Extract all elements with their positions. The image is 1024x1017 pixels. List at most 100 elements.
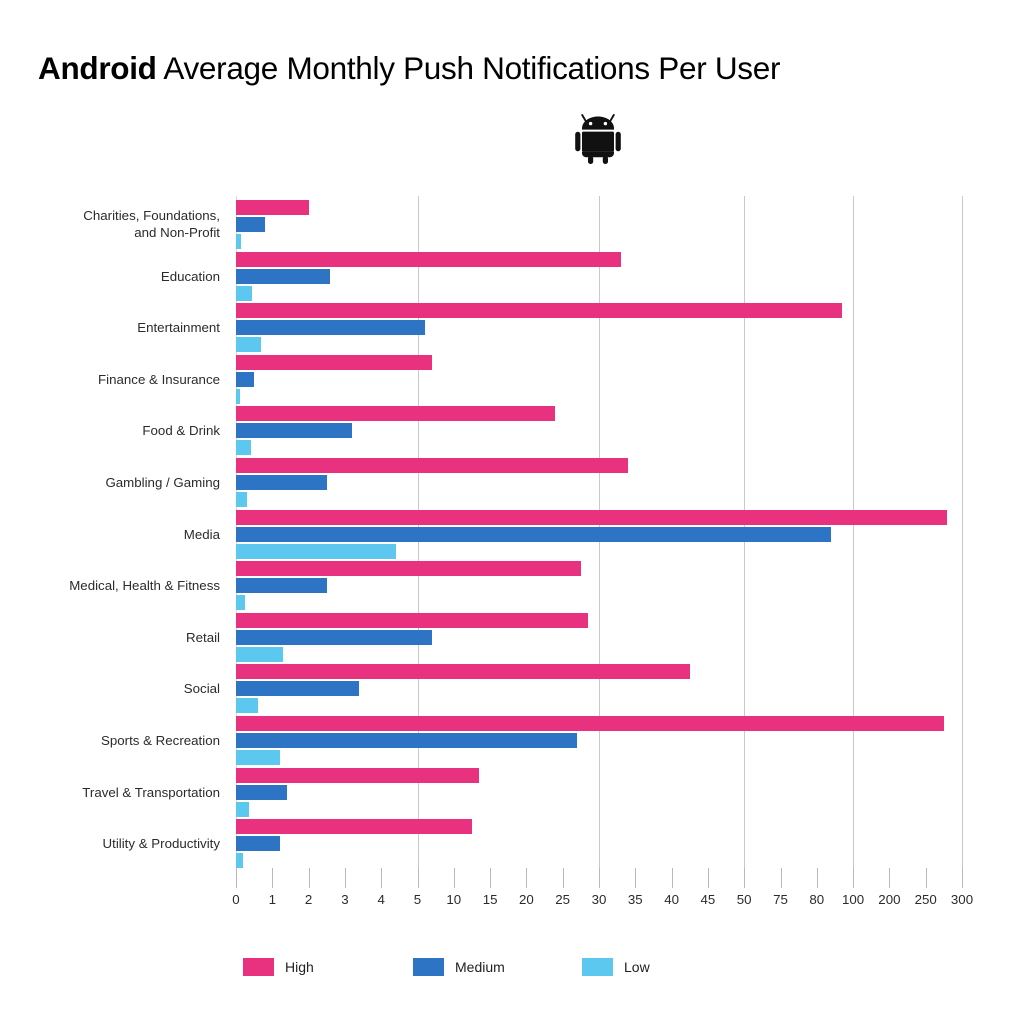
bar-medium xyxy=(236,320,425,336)
category-label: Retail xyxy=(186,629,220,645)
x-axis-tick xyxy=(635,868,637,888)
x-axis-tick xyxy=(889,868,891,888)
bar-high xyxy=(236,664,690,680)
bar-medium xyxy=(236,733,578,748)
android-robot-icon xyxy=(575,112,621,164)
bar-medium xyxy=(236,526,832,542)
bar-low xyxy=(236,698,258,714)
bar-medium xyxy=(236,268,331,284)
bar-high xyxy=(236,716,944,731)
category-label: Travel & Transportation xyxy=(82,784,220,800)
x-axis: 0 1 2 3 4 5 10 15 20 25 30 35 40 45 50 75 80 100 200 250 300 xyxy=(232,868,973,918)
bar-low xyxy=(236,440,251,456)
bar-group-row: Gambling / Gaming xyxy=(105,458,962,509)
bar-high xyxy=(236,406,556,422)
bar-low xyxy=(236,595,246,611)
x-axis-tick-label: 15 xyxy=(482,892,498,907)
x-axis-tick xyxy=(236,868,237,888)
bar-medium xyxy=(236,217,266,232)
category-label: Entertainment xyxy=(137,320,220,336)
legend-item-low[interactable]: Low xyxy=(582,958,650,976)
category-label: Media xyxy=(183,526,220,542)
bar-low xyxy=(236,234,242,249)
x-axis-tick xyxy=(308,868,310,888)
x-axis-tick xyxy=(707,868,709,888)
bar-low xyxy=(236,646,284,662)
category-label: Charities, Foundations, and Non-Profit xyxy=(83,208,220,240)
bar-high xyxy=(236,251,621,267)
legend-item-high[interactable]: High xyxy=(243,958,314,976)
bar-group-row: Entertainment xyxy=(137,303,962,354)
legend-swatch-medium xyxy=(413,958,444,976)
bar-group-row: Retail xyxy=(186,612,962,664)
bar-group-row: Food & Drink xyxy=(142,406,962,457)
gridline xyxy=(853,196,855,868)
x-axis-tick-label: 1 xyxy=(268,892,276,907)
category-label: Finance & Insurance xyxy=(98,371,220,387)
category-label: Food & Drink xyxy=(142,423,220,439)
bar-group-row: Media xyxy=(184,509,962,561)
x-axis-tick-label: 25 xyxy=(555,892,571,907)
category-label: Social xyxy=(183,681,220,697)
bar-high xyxy=(236,767,480,783)
x-axis-tick xyxy=(272,868,274,888)
legend-swatch-low xyxy=(582,958,613,976)
legend-label: Medium xyxy=(455,959,505,975)
x-axis-tick-label: 250 xyxy=(914,892,937,907)
x-axis-tick-label: 4 xyxy=(377,892,385,907)
x-axis-tick xyxy=(671,868,673,888)
legend-item-medium[interactable]: Medium xyxy=(413,958,505,976)
bar-medium xyxy=(236,371,255,387)
x-axis-tick xyxy=(381,868,383,888)
bar-group-row: Social xyxy=(184,664,962,715)
x-axis-tick xyxy=(526,868,528,888)
x-axis-tick xyxy=(780,868,782,888)
chart-plot-area: Charities, Foundations, and Non-Profit Ed… xyxy=(69,196,963,870)
x-axis-tick xyxy=(417,868,419,888)
x-axis-tick xyxy=(962,868,963,888)
bar-group-row: Utility & Productivity xyxy=(103,819,962,870)
bar-medium xyxy=(236,784,287,800)
bar-low xyxy=(236,801,249,817)
bar-group-row: Medical, Health & Fitness xyxy=(69,561,962,612)
bar-medium xyxy=(236,578,327,594)
bar-low xyxy=(236,337,262,353)
bar-high xyxy=(236,200,309,215)
bar-medium xyxy=(236,836,280,852)
bar-low xyxy=(236,388,240,404)
x-axis-tick-label: 30 xyxy=(591,892,607,907)
x-axis-tick-label: 45 xyxy=(700,892,716,907)
bar-low xyxy=(236,750,280,765)
bar-group-row: Finance & Insurance xyxy=(98,354,962,406)
x-axis-tick xyxy=(599,868,600,888)
x-axis-tick-label: 40 xyxy=(664,892,679,907)
x-axis-tick xyxy=(562,868,564,888)
x-axis-tick-label: 80 xyxy=(809,892,825,907)
gridline xyxy=(962,196,963,868)
bar-low xyxy=(236,492,247,507)
legend-swatch-high xyxy=(243,958,274,976)
bar-high xyxy=(236,561,581,577)
x-axis-tick-label: 35 xyxy=(627,892,643,907)
x-axis-tick-label: 2 xyxy=(304,892,313,907)
x-axis-tick xyxy=(853,868,855,888)
bar-high xyxy=(236,458,629,473)
x-axis-tick-label: 5 xyxy=(413,892,422,907)
bar-medium xyxy=(236,423,353,439)
x-axis-tick xyxy=(744,868,746,888)
x-axis-tick-label: 50 xyxy=(736,892,752,907)
bar-high xyxy=(236,509,948,525)
bar-high xyxy=(236,303,843,319)
bar-group-row: Sports & Recreation xyxy=(101,716,962,767)
x-axis-tick-label: 200 xyxy=(878,892,901,907)
page-title: Android Average Monthly Push Notificatio… xyxy=(38,47,780,89)
bar-group-row: Travel & Transportation xyxy=(82,767,962,819)
x-axis-tick xyxy=(925,868,927,888)
bar-low xyxy=(236,285,253,301)
x-axis-tick-label: 20 xyxy=(518,892,534,907)
bar-medium xyxy=(236,681,360,697)
x-axis-tick xyxy=(344,868,346,888)
x-axis-tick-label: 0 xyxy=(232,892,240,907)
bar-high xyxy=(236,612,589,628)
bar-low xyxy=(236,853,244,869)
